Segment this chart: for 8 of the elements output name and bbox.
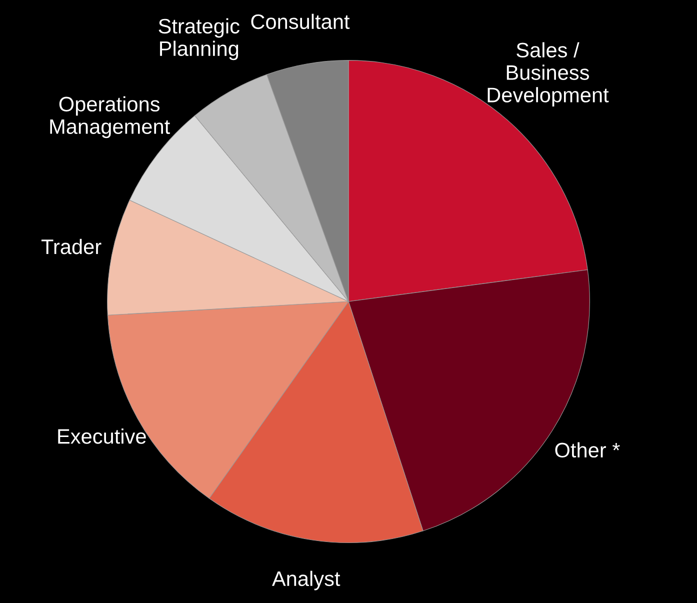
slice-label: Other * <box>555 442 620 458</box>
slice-label: Strategic Planning <box>158 18 240 60</box>
slice-label: Consultant <box>251 14 350 30</box>
slice-label: Operations Management <box>50 96 170 138</box>
slice-label: Executive <box>58 428 146 444</box>
slice-label: Sales / Business Development <box>488 42 609 107</box>
slice-label: Analyst <box>272 570 340 590</box>
slice-label: Trader <box>41 238 102 254</box>
